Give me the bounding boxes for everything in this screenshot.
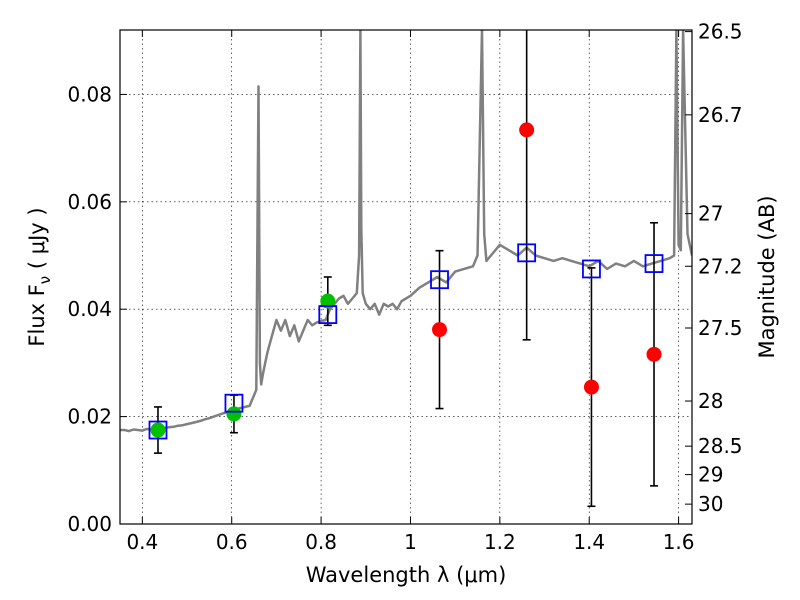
y-tick-label: 0.00 [67, 512, 112, 536]
y-tick-label: 0.08 [67, 82, 112, 106]
data-point-green [320, 293, 336, 309]
series-line-model-sed [120, 30, 692, 433]
right-tick-label: 27 [698, 202, 723, 226]
data-point-green [150, 422, 166, 438]
x-tick-label: 0.8 [305, 530, 337, 554]
right-tick-label: 26.7 [698, 103, 743, 127]
model-flux-square [644, 254, 664, 273]
right-tick-label: 28 [698, 389, 723, 413]
data-point-green [226, 406, 242, 422]
right-tick-label: 27.5 [698, 316, 743, 340]
y-axis-label-main: Flux F [25, 284, 49, 346]
x-axis-label: Wavelength λ (μm) [306, 563, 507, 587]
x-tick-label: 0.6 [216, 530, 248, 554]
x-tick-label: 1.6 [663, 530, 695, 554]
right-tick-label: 29 [698, 463, 723, 487]
right-tick-label: 30 [698, 492, 723, 516]
right-tick-label: 27.2 [698, 254, 743, 278]
x-tick-label: 1 [404, 530, 417, 554]
data-point-red [583, 379, 599, 395]
y-tick-label: 0.06 [67, 190, 112, 214]
plot-area [120, 30, 692, 508]
model-flux-square [318, 305, 338, 324]
model-flux-square [582, 259, 601, 279]
model-flux-square [517, 243, 537, 263]
y-axis-label-sub: ν [36, 276, 54, 284]
y-axis-label: Flux Fν ( μJy ) [25, 207, 54, 346]
right-tick-label: 28.5 [698, 434, 743, 458]
y-axis-label-unit: ( μJy ) [25, 207, 49, 275]
data-point-red [519, 122, 535, 138]
y-tick-label: 0.04 [67, 297, 112, 321]
grid-lines [120, 30, 692, 525]
x-tick-label: 0.4 [126, 530, 158, 554]
right-axis-label: Magnitude (AB) [755, 195, 779, 358]
model-flux-square [430, 270, 449, 290]
model-flux-square [224, 393, 244, 413]
right-tick-label: 26.5 [698, 20, 743, 44]
model-flux-square [148, 420, 168, 440]
data-point-red [646, 346, 662, 362]
x-tick-label: 1.2 [484, 530, 516, 554]
x-tick-label: 1.4 [573, 530, 605, 554]
y-tick-label: 0.02 [67, 405, 112, 429]
axis-ticks: 0.4 0.6 0.8 1 1.2 1.4 1.6 0.00 0.02 0.04 0.06 0.08 2… [67, 20, 742, 554]
plot-frame [119, 29, 693, 525]
data-point-red [432, 322, 448, 338]
